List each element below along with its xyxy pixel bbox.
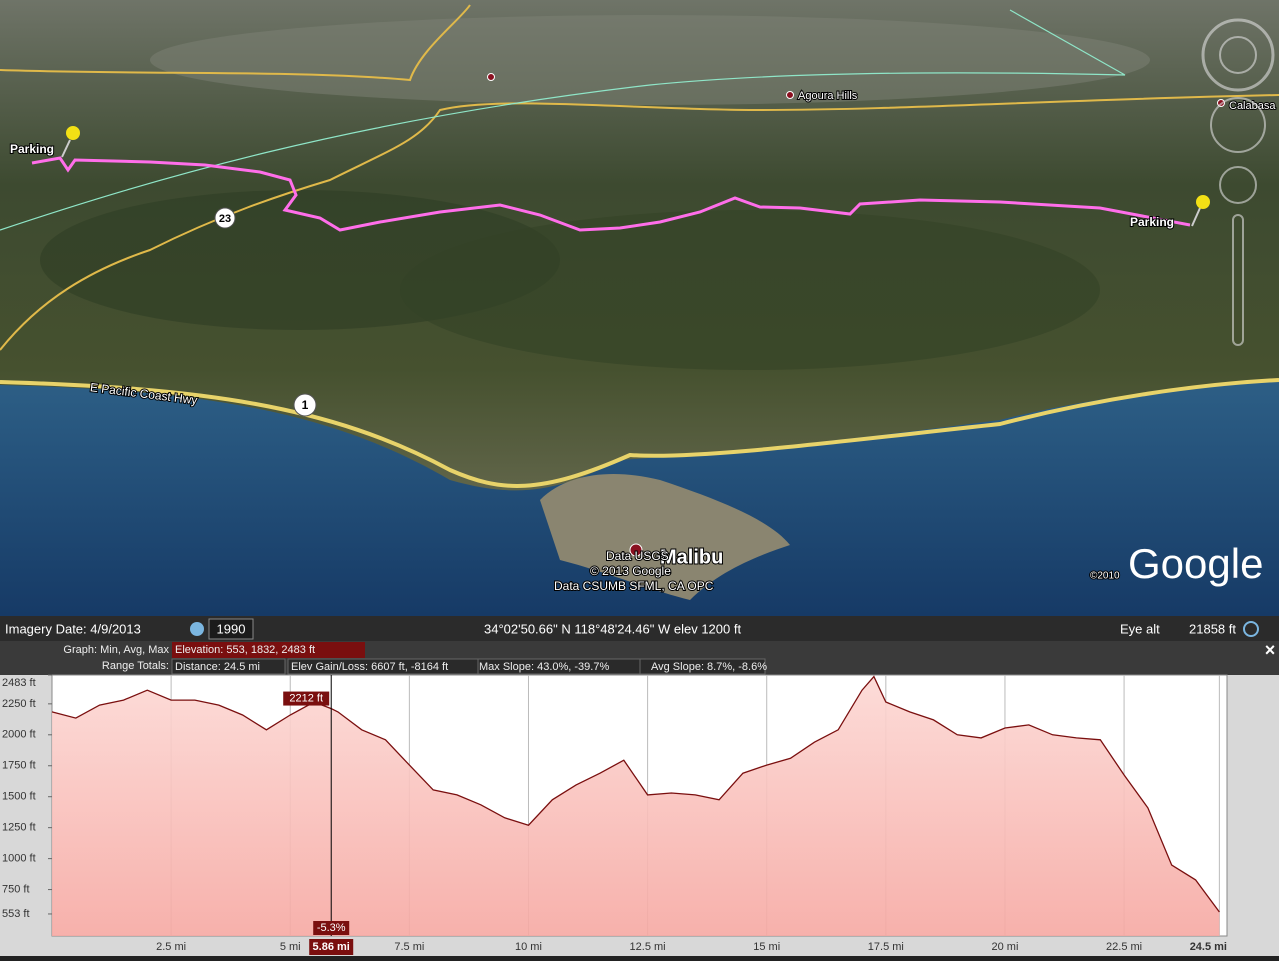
elevation-area — [52, 676, 1220, 936]
distance: Distance: 24.5 mi — [175, 661, 260, 673]
cursor-slope-box — [313, 921, 350, 935]
elevation-profile[interactable]: 2.5 mi 5 mi 7.5 mi 10 mi 12.5 mi 15 mi 17.5 mi… — [2, 674, 1227, 955]
elevation-line — [51, 675, 1220, 913]
place-label: Calabasa — [1229, 100, 1276, 112]
terrain — [150, 15, 1150, 105]
imagery-date: Imagery Date: 4/9/2013 — [5, 621, 141, 636]
elevation-stats: Elevation: 553, 1832, 2483 ft — [175, 644, 315, 656]
y-tick-label: 2000 ft — [2, 729, 36, 741]
coordinates: 34°02'50.66" N 118°48'24.46" W elev 1200… — [484, 621, 741, 636]
x-tick-label: 7.5 mi — [394, 941, 424, 953]
road — [0, 4, 471, 82]
y-tick-label: 2483 ft — [2, 677, 36, 689]
graph-label: Graph: Min, Avg, Max — [63, 644, 169, 656]
eye-alt-label: Eye alt — [1120, 621, 1160, 636]
x-tick-label: 12.5 mi — [630, 941, 666, 953]
route-number: 23 — [219, 213, 231, 225]
attribution: Data CSUMB SFML, CA OPC — [554, 579, 714, 593]
elev-gain-loss: Elev Gain/Loss: 6607 ft, -8164 ft — [291, 661, 448, 673]
stat-box — [639, 658, 766, 675]
y-tick-label: 1250 ft — [2, 822, 36, 834]
avg-slope: Avg Slope: 8.7%, -8.6% — [651, 661, 767, 673]
historical-year[interactable]: 1990 — [217, 621, 246, 636]
x-tick-label: 10 mi — [515, 941, 542, 953]
max-slope: Max Slope: 43.0%, -39.7% — [479, 661, 609, 673]
history-icon[interactable] — [190, 622, 204, 636]
place-marker[interactable] — [629, 543, 643, 557]
terrain — [400, 210, 1100, 370]
eye-alt: 21858 ft — [1189, 621, 1236, 636]
route-track[interactable] — [31, 156, 1191, 232]
y-tick-label: 1000 ft — [2, 853, 36, 865]
road — [0, 94, 1279, 351]
x-tick-label: 2.5 mi — [156, 941, 186, 953]
stat-box — [172, 642, 365, 658]
cursor-value-box — [283, 691, 330, 706]
attribution: ©2010 — [1090, 571, 1120, 582]
place-label: Malibu — [660, 546, 723, 568]
pin[interactable] — [61, 126, 80, 158]
attribution: © 2013 Google — [590, 564, 671, 578]
y-tick-label: 553 ft — [2, 908, 30, 920]
cursor-x: 5.86 mi — [313, 941, 350, 953]
y-tick-label: 2250 ft — [2, 698, 36, 710]
status-icon[interactable] — [1243, 621, 1259, 637]
placemark-label[interactable]: Parking — [9, 141, 55, 157]
google-logo: Google — [1128, 540, 1263, 587]
close-button[interactable]: × — [1265, 640, 1276, 660]
stat-box — [171, 658, 286, 675]
boundary — [0, 9, 1126, 231]
range-label: Range Totals: — [102, 660, 169, 672]
cursor-x-box — [309, 939, 354, 955]
x-tick-label: 24.5 mi — [1190, 941, 1227, 953]
y-tick-label: 750 ft — [2, 883, 30, 895]
navigation-controls[interactable] — [1201, 18, 1275, 346]
placemark-label[interactable]: Parking — [1129, 214, 1175, 230]
x-tick-label: 20 mi — [992, 941, 1019, 953]
route-shield — [214, 207, 236, 229]
attribution: Data USGS — [606, 549, 669, 563]
y-tick-label: 1750 ft — [2, 760, 36, 772]
year-box[interactable] — [208, 618, 254, 640]
route-number: 1 — [302, 398, 309, 412]
map-view[interactable]: Parking Parking Agoura Hills Calabasa 23… — [0, 0, 1279, 616]
point-dume — [540, 474, 790, 600]
route-shield — [293, 393, 317, 417]
pin[interactable] — [1191, 195, 1210, 227]
place-label: Agoura Hills — [798, 90, 858, 102]
place-marker[interactable] — [786, 91, 794, 99]
highway — [0, 378, 1279, 488]
x-tick-label: 17.5 mi — [868, 941, 904, 953]
place-marker[interactable] — [487, 73, 495, 81]
x-tick-label: 15 mi — [753, 941, 780, 953]
cursor-slope: -5.3% — [317, 922, 346, 934]
x-tick-label: 22.5 mi — [1106, 941, 1142, 953]
cursor-value: 2212 ft — [289, 692, 323, 704]
x-tick-label: 5 mi — [280, 941, 301, 953]
y-tick-label: 1500 ft — [2, 791, 36, 803]
